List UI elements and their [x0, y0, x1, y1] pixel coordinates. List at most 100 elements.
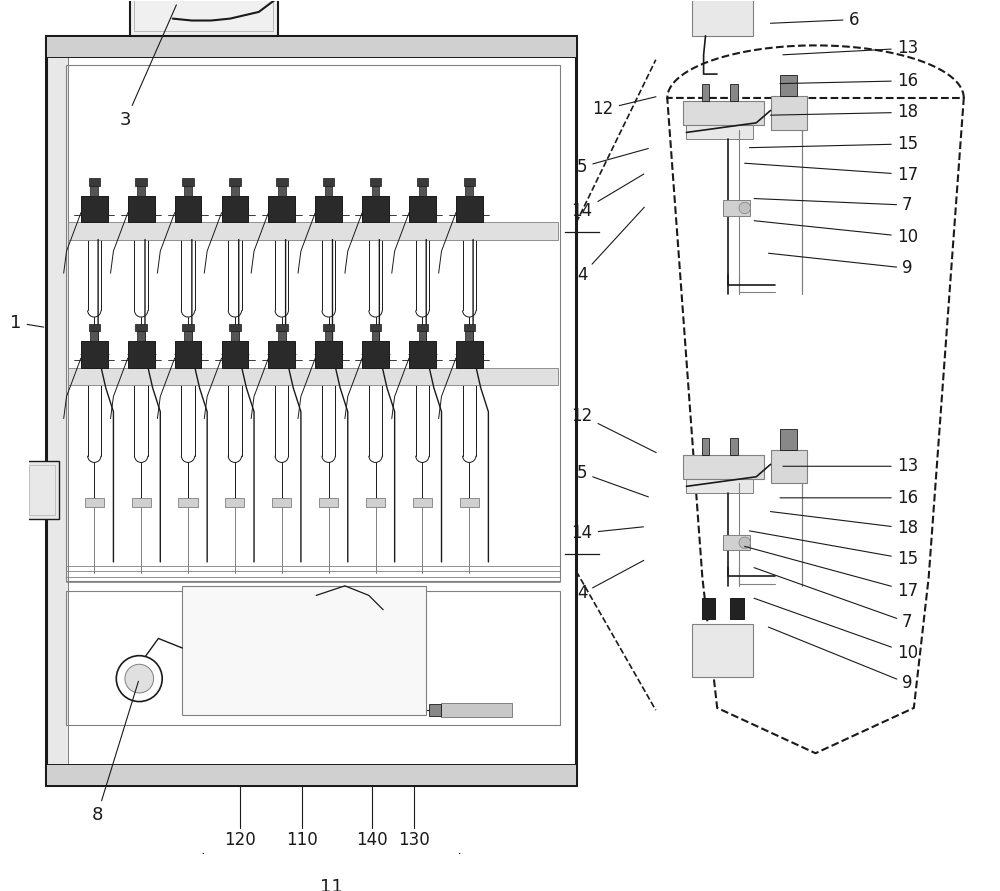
- Bar: [315, 341, 342, 368]
- Bar: [465, 186, 473, 195]
- Bar: [132, 349, 151, 359]
- Bar: [135, 323, 147, 331]
- Bar: [325, 331, 332, 341]
- Bar: [231, 331, 239, 341]
- Bar: [370, 323, 381, 331]
- Bar: [46, 36, 576, 57]
- Bar: [81, 195, 108, 223]
- Bar: [231, 186, 239, 195]
- Text: 12: 12: [572, 406, 656, 453]
- Bar: [46, 36, 68, 785]
- Bar: [225, 349, 244, 359]
- Bar: [372, 331, 379, 341]
- Bar: [723, 200, 750, 216]
- Bar: [66, 591, 560, 724]
- Bar: [276, 178, 288, 186]
- Bar: [85, 349, 104, 359]
- Bar: [130, 0, 278, 36]
- Bar: [456, 341, 483, 368]
- Bar: [686, 112, 753, 139]
- Bar: [29, 465, 55, 515]
- Bar: [692, 0, 753, 36]
- Bar: [175, 195, 201, 223]
- Bar: [46, 36, 576, 785]
- Text: 9: 9: [769, 253, 913, 277]
- Text: 130: 130: [398, 831, 430, 849]
- Bar: [178, 349, 198, 359]
- Bar: [90, 186, 98, 195]
- Bar: [225, 498, 244, 507]
- Text: 120: 120: [224, 831, 256, 849]
- Bar: [686, 466, 753, 493]
- Bar: [419, 186, 426, 195]
- Bar: [372, 186, 379, 195]
- Bar: [272, 349, 291, 359]
- Bar: [702, 598, 715, 619]
- Bar: [413, 349, 432, 359]
- Text: 18: 18: [770, 103, 918, 121]
- Bar: [182, 178, 194, 186]
- Bar: [730, 84, 738, 101]
- Bar: [464, 178, 475, 186]
- Text: 14: 14: [572, 524, 643, 543]
- Bar: [46, 764, 576, 785]
- Text: 5: 5: [577, 149, 648, 176]
- Circle shape: [739, 202, 750, 214]
- Bar: [771, 450, 807, 484]
- Bar: [370, 178, 381, 186]
- Bar: [128, 195, 155, 223]
- Text: 9: 9: [768, 627, 913, 692]
- Bar: [137, 186, 145, 195]
- Text: 14: 14: [572, 174, 644, 220]
- Bar: [278, 186, 286, 195]
- Bar: [68, 368, 558, 385]
- Bar: [362, 341, 389, 368]
- Bar: [81, 341, 108, 368]
- Text: 4: 4: [577, 560, 644, 602]
- Text: 10: 10: [754, 598, 918, 662]
- Text: 1: 1: [10, 314, 44, 331]
- Bar: [780, 75, 797, 96]
- Bar: [323, 323, 334, 331]
- Circle shape: [116, 656, 162, 701]
- Bar: [66, 64, 560, 581]
- Bar: [132, 498, 151, 507]
- Bar: [222, 341, 248, 368]
- Text: 13: 13: [783, 39, 918, 57]
- Bar: [417, 323, 428, 331]
- Bar: [268, 195, 295, 223]
- Bar: [319, 498, 338, 507]
- Bar: [268, 341, 295, 368]
- Bar: [362, 195, 389, 223]
- Text: 15: 15: [749, 531, 918, 568]
- Bar: [465, 331, 473, 341]
- Bar: [723, 535, 750, 551]
- Bar: [68, 223, 558, 240]
- Bar: [134, 0, 273, 31]
- Bar: [692, 624, 753, 676]
- Bar: [464, 323, 475, 331]
- Bar: [683, 454, 764, 478]
- Text: 12: 12: [593, 97, 656, 119]
- Text: 140: 140: [356, 831, 388, 849]
- Text: 16: 16: [780, 72, 918, 90]
- Bar: [89, 178, 100, 186]
- Bar: [178, 498, 198, 507]
- Bar: [441, 704, 512, 717]
- Bar: [702, 437, 709, 454]
- Bar: [413, 498, 432, 507]
- Bar: [417, 178, 428, 186]
- Bar: [429, 705, 441, 716]
- Circle shape: [739, 537, 750, 549]
- Bar: [175, 341, 201, 368]
- Text: 7: 7: [754, 568, 913, 631]
- Text: 5: 5: [577, 464, 648, 497]
- Bar: [222, 195, 248, 223]
- Bar: [182, 585, 426, 715]
- Bar: [128, 341, 155, 368]
- Bar: [780, 429, 797, 450]
- Text: 2: 2: [0, 890, 1, 891]
- Bar: [90, 331, 98, 341]
- Bar: [702, 84, 709, 101]
- Bar: [325, 186, 332, 195]
